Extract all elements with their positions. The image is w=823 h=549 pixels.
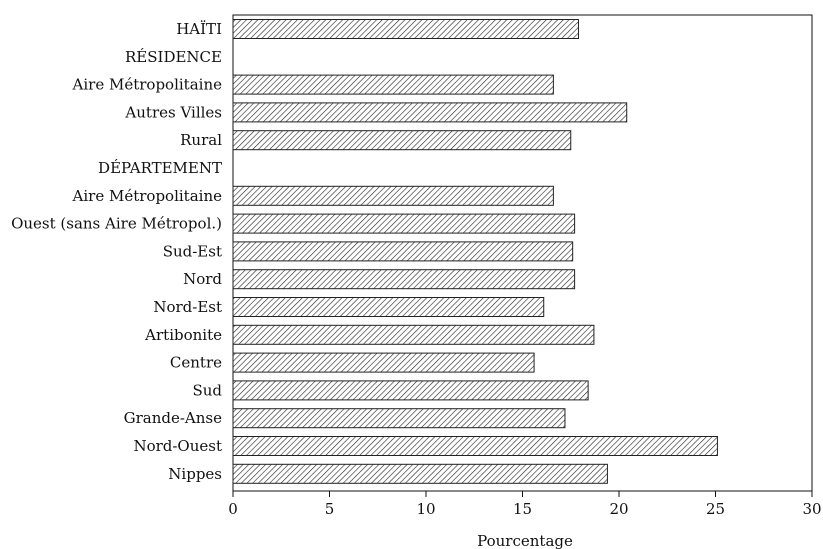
x-tick-label: 20 (609, 500, 628, 518)
category-label: Autres Villes (124, 103, 222, 121)
bar (232, 130, 572, 151)
x-axis-ticks: 0 5 10 15 20 25 30 (228, 491, 822, 518)
bars-layer (232, 19, 718, 484)
bar (232, 213, 576, 234)
category-label: Centre (170, 354, 222, 372)
category-label: Nord-Ouest (133, 437, 222, 455)
category-label: Aire Métropolitaine (72, 187, 223, 205)
bar (232, 297, 545, 317)
bar (232, 74, 554, 95)
bar (232, 463, 608, 484)
bar (232, 185, 554, 206)
bar (232, 269, 576, 290)
bar (232, 380, 589, 401)
category-label: Nord-Est (153, 298, 222, 316)
category-label: Sud-Est (163, 242, 222, 260)
category-label: DÉPARTEMENT (98, 159, 222, 177)
x-tick-label: 5 (325, 500, 335, 518)
bar (232, 19, 579, 39)
category-label: Ouest (sans Aire Métropol.) (11, 215, 222, 233)
category-label: Grande-Anse (124, 409, 222, 427)
bar (232, 241, 574, 262)
bar (232, 102, 628, 123)
x-tick-label: 30 (802, 500, 821, 518)
category-label: HAÏTI (176, 20, 222, 38)
x-tick-label: 25 (706, 500, 725, 518)
category-label: Nippes (168, 465, 222, 483)
category-label: Artibonite (144, 326, 222, 344)
bar (232, 352, 535, 373)
bar (232, 436, 718, 456)
category-label: Sud (192, 381, 222, 399)
x-tick-label: 15 (513, 500, 532, 518)
x-axis-title: Pourcentage (477, 532, 573, 549)
x-tick-label: 0 (228, 500, 238, 518)
category-label: Rural (180, 131, 222, 149)
x-tick-label: 10 (416, 500, 435, 518)
category-label: RÉSIDENCE (125, 48, 222, 66)
bar (232, 408, 566, 429)
bar (232, 324, 595, 345)
category-label: Nord (183, 270, 222, 288)
category-label: Aire Métropolitaine (72, 76, 223, 94)
category-labels: HAÏTI RÉSIDENCE Aire Métropolitaine Autres … (11, 20, 222, 483)
